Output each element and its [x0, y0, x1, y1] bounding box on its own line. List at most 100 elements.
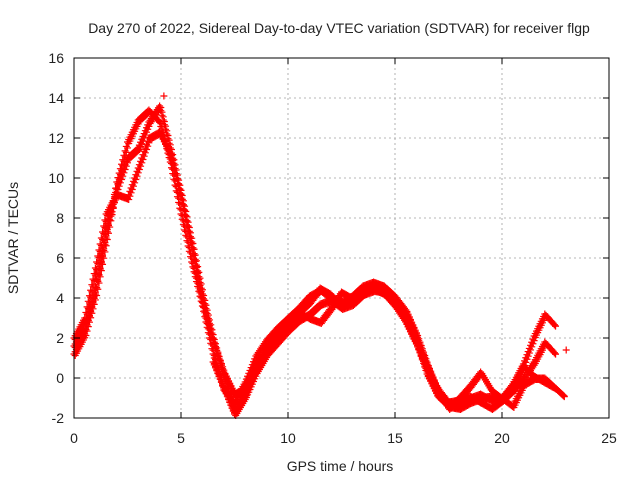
chart-title: Day 270 of 2022, Sidereal Day-to-day VTE… [88, 20, 590, 36]
data-point [101, 238, 109, 246]
data-point [182, 231, 190, 239]
data-point [176, 185, 184, 193]
data-point [173, 175, 181, 183]
data-point [106, 217, 114, 225]
data-point [100, 245, 108, 253]
data-point [95, 263, 103, 271]
data-point [560, 392, 568, 400]
data-point [550, 321, 558, 329]
data-point [104, 221, 112, 229]
data-point [189, 244, 197, 252]
data-point [93, 276, 101, 284]
data-point [100, 237, 108, 245]
y-tick-label: 4 [56, 290, 64, 306]
data-point [95, 246, 103, 254]
data-point [182, 211, 190, 219]
data-point [158, 111, 166, 119]
data-point [184, 222, 192, 230]
data-point [177, 210, 185, 218]
data-point [201, 300, 209, 308]
data-point [87, 307, 95, 315]
x-tick-label: 5 [177, 430, 185, 446]
data-point [204, 314, 212, 322]
data-point [157, 107, 165, 115]
data-point [124, 144, 132, 152]
data-point [175, 180, 183, 188]
data-point [88, 281, 96, 289]
data-point [101, 216, 109, 224]
y-tick-label: 12 [48, 130, 64, 146]
y-tick-label: 0 [56, 370, 64, 386]
x-tick-label: 15 [387, 430, 403, 446]
data-point [198, 290, 206, 298]
data-point [107, 212, 115, 220]
data-point [179, 201, 187, 209]
data-point [192, 261, 200, 269]
data-point [178, 215, 186, 223]
data-point [84, 316, 92, 324]
data-point [91, 282, 99, 290]
data-point [206, 319, 214, 327]
axis-ticks: -2 0 2 4 6 8 10 12 14 16 0 5 10 15 20 25 [48, 50, 617, 446]
data-point [181, 206, 189, 214]
y-tick-label: 2 [56, 330, 64, 346]
data-point [417, 352, 425, 360]
data-point [183, 217, 191, 225]
data-point [162, 125, 170, 133]
data-point [165, 139, 173, 147]
data-point [96, 264, 104, 272]
series-track-4 [209, 286, 568, 419]
data-point [178, 195, 186, 203]
y-tick-label: 10 [48, 170, 64, 186]
data-point [160, 121, 168, 129]
data-point [179, 221, 187, 229]
data-point [184, 242, 192, 250]
y-tick-label: 14 [48, 90, 64, 106]
data-point [99, 251, 107, 259]
data-point [97, 258, 105, 266]
data-point [188, 238, 196, 246]
y-tick-label: 16 [48, 50, 64, 66]
data-point [197, 284, 205, 292]
data-point [420, 359, 428, 367]
data-point [94, 252, 102, 260]
data-point [195, 273, 203, 281]
data-point [82, 326, 90, 333]
data-point [421, 363, 429, 371]
data-point [122, 148, 130, 156]
data-point [190, 250, 198, 258]
data-point [552, 350, 559, 358]
data-point [173, 193, 181, 201]
data-point [96, 256, 104, 264]
data-point [110, 199, 118, 207]
data-point [170, 159, 178, 167]
data-point [166, 144, 174, 152]
data-point [175, 198, 183, 206]
data-point [181, 226, 189, 234]
data-point [108, 208, 116, 216]
grid [74, 58, 609, 418]
data-point [196, 278, 204, 286]
data-point [102, 232, 110, 240]
data-point [202, 305, 210, 313]
x-tick-label: 0 [70, 430, 78, 446]
data-point [217, 364, 225, 372]
data-point [159, 116, 167, 124]
data-point [562, 346, 570, 354]
data-point [191, 255, 199, 263]
data-point [93, 284, 101, 291]
data-point [187, 233, 195, 241]
plot-frame [73, 57, 610, 419]
data-point [215, 355, 223, 363]
data-point [164, 135, 172, 143]
data-point [95, 271, 103, 279]
data-point [171, 164, 179, 172]
data-point [99, 243, 107, 251]
data-point [552, 322, 559, 330]
data-point [91, 288, 99, 296]
data-point [422, 366, 430, 374]
data-point [208, 329, 216, 337]
data-point [185, 227, 193, 235]
data-point [94, 277, 102, 285]
data-point [177, 190, 185, 198]
